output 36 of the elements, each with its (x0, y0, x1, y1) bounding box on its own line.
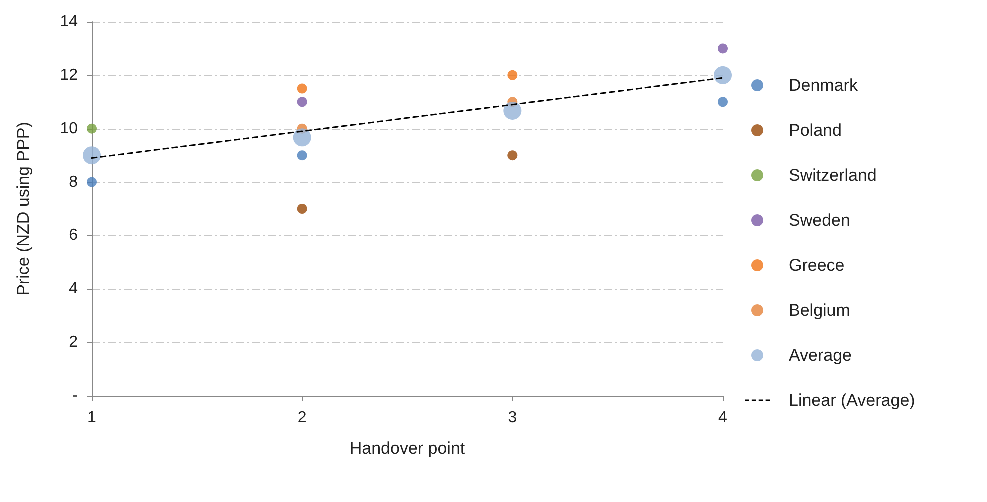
legend-label: Poland (789, 121, 842, 140)
y-axis-title: Price (NZD using PPP) (14, 122, 33, 296)
y-tick-label: 14 (60, 14, 78, 30)
x-tick-label: 3 (508, 410, 518, 426)
y-tick-label: 8 (69, 174, 78, 191)
y-tick-label: 2 (69, 334, 78, 352)
x-axis-title: Handover point (350, 439, 466, 458)
point (293, 128, 312, 147)
point (297, 84, 308, 94)
y-tick-label: 4 (69, 280, 78, 298)
point (83, 146, 101, 165)
point (87, 124, 97, 134)
legend-label: Average (789, 346, 852, 365)
point (718, 44, 728, 54)
legend-label: Sweden (789, 211, 850, 230)
legend-label: Linear (Average) (789, 391, 916, 410)
x-tick-label: 4 (718, 410, 728, 426)
point (297, 97, 308, 108)
point (297, 150, 308, 161)
legend-label: Denmark (789, 76, 858, 95)
point (714, 66, 732, 84)
x-tick-label: 1 (88, 410, 97, 426)
x-tick-label: 2 (298, 410, 307, 426)
y-tick-label: 10 (60, 120, 78, 138)
y-tick-label: - (72, 388, 78, 404)
point (508, 70, 518, 80)
legend-label: Belgium (789, 301, 850, 320)
point (508, 150, 518, 161)
legend-label: Greece (789, 256, 845, 275)
point (718, 97, 728, 108)
point (87, 177, 97, 188)
point (297, 204, 308, 214)
point (504, 102, 522, 120)
y-tick-label: 12 (60, 66, 78, 84)
y-tick-label: 6 (69, 227, 78, 244)
legend-label: Switzerland (789, 166, 877, 185)
